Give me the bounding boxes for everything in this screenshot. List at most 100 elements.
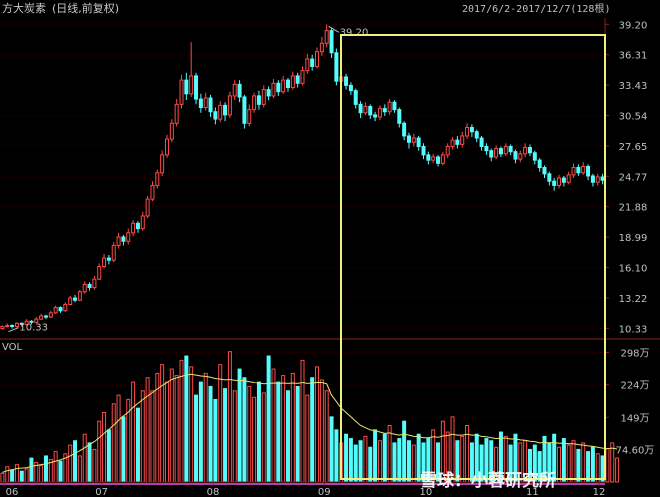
candle-body [247, 109, 252, 124]
candle-body [39, 315, 44, 320]
candle-body [397, 109, 402, 124]
volume-bar [53, 451, 58, 483]
volume-bar [242, 377, 247, 483]
candle-body [421, 145, 426, 156]
volume-bar [353, 444, 358, 483]
candle-body [237, 83, 242, 98]
candle-body [121, 236, 126, 242]
candle-body [271, 82, 276, 97]
candle-body [465, 127, 470, 137]
volume-bar [131, 381, 136, 483]
volume-bar [411, 444, 416, 483]
candle-body [227, 95, 232, 116]
candle-body [310, 58, 315, 67]
volume-bar [121, 416, 126, 483]
volume-bar [106, 429, 111, 483]
candle-body [266, 89, 271, 97]
volume-bar [19, 470, 24, 483]
candle-body [198, 98, 203, 109]
volume-bar [319, 379, 324, 483]
candle-body [368, 105, 373, 116]
candle-body [411, 137, 416, 143]
volume-bar [373, 429, 378, 483]
volume-bar [135, 407, 140, 483]
candle-body [256, 95, 261, 105]
candle-body [77, 291, 82, 301]
candle-body [513, 151, 518, 160]
price-tick-label: 33.43 [619, 81, 648, 92]
volume-bar [348, 438, 353, 483]
candle-body [34, 318, 39, 323]
candle-body [116, 236, 121, 246]
candle-body [92, 278, 97, 289]
candle-body [547, 173, 552, 182]
volume-bar [194, 394, 199, 483]
volume-bar [310, 377, 315, 483]
volume-bar [605, 448, 610, 483]
price-tick-label: 16.10 [619, 264, 648, 275]
volume-bar [610, 442, 615, 483]
volume-bar [164, 381, 169, 483]
volume-bar [208, 385, 213, 483]
x-tick-label: 11 [526, 487, 539, 497]
volume-bar [590, 446, 595, 483]
x-tick-label: 07 [95, 487, 108, 497]
candle-body [319, 42, 324, 53]
candle-body [527, 147, 532, 154]
date-range-label: 2017/6/2-2017/12/7(128根) [462, 2, 610, 15]
volume-bar [281, 375, 286, 483]
candle-body [140, 215, 145, 230]
candle-body [203, 97, 208, 109]
volume-bar [14, 464, 19, 483]
candle-body [518, 153, 523, 160]
highlight-box [340, 34, 606, 480]
volume-bar [586, 451, 591, 483]
volume-bar [68, 444, 73, 483]
candle-body [561, 177, 566, 183]
volume-bar [305, 394, 310, 483]
price-tick-label: 39.20 [619, 20, 648, 31]
volume-bar [218, 364, 223, 483]
candle-body [329, 30, 334, 54]
volume-bar [97, 420, 102, 483]
volume-bar [0, 472, 5, 483]
candle-body [184, 79, 189, 95]
volume-bar [368, 446, 373, 483]
candle-body [590, 175, 595, 183]
volume-bar [92, 448, 97, 483]
volume-bar [252, 396, 257, 483]
volume-bar [73, 440, 78, 483]
volume-bar [406, 440, 411, 483]
volume-bar [24, 468, 29, 483]
volume-bar [315, 366, 320, 483]
low-marker-arrow [8, 327, 19, 333]
watermark: 雪球：小蓉研究所 [420, 470, 556, 491]
candle-body [484, 145, 489, 152]
candle-body [261, 89, 266, 105]
volume-bar [557, 446, 562, 483]
candle-body [213, 111, 218, 120]
candle-body [73, 297, 78, 301]
volume-bar [295, 385, 300, 483]
volume-tick-label: 149万 [620, 413, 649, 424]
candle-body [160, 154, 165, 174]
volume-bar [392, 442, 397, 483]
candle-body [194, 75, 199, 100]
candle-body [164, 138, 169, 156]
volume-bar [377, 440, 382, 483]
candle-body [324, 30, 329, 44]
candle-body [232, 83, 237, 97]
candle-body [300, 70, 305, 84]
volume-bar [169, 368, 174, 483]
candle-body [566, 174, 571, 183]
volume-bar [615, 457, 620, 483]
volume-bar [261, 392, 266, 483]
volume-label: VOL [2, 342, 23, 353]
candle-body [600, 176, 605, 181]
volume-bar [566, 444, 571, 483]
volume-bar [116, 394, 121, 483]
candle-body [576, 167, 581, 174]
candle-body [58, 307, 63, 312]
volume-bar [10, 469, 15, 483]
